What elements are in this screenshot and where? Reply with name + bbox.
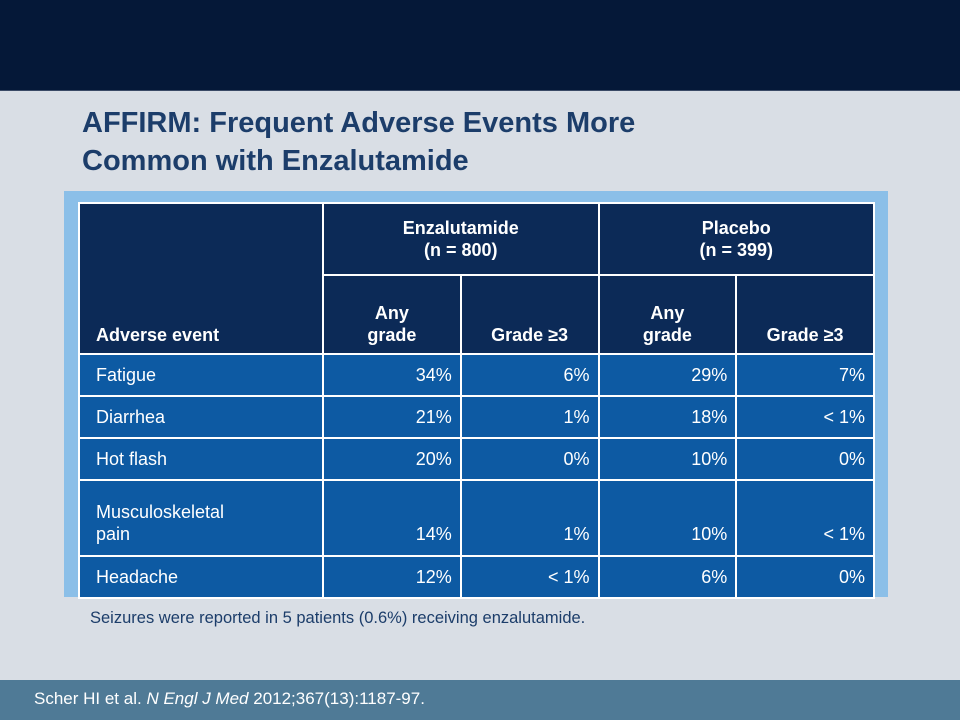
table-row: Diarrhea 21% 1% 18% < 1% xyxy=(78,395,875,439)
value-cell: 14% xyxy=(322,479,462,557)
value-cell: < 1% xyxy=(735,395,875,439)
subheader-line-2: Grade ≥3 xyxy=(766,325,844,345)
event-name-cell: Hot flash xyxy=(78,437,324,481)
footer-bar: Scher HI et al. N Engl J Med 2012;367(13… xyxy=(0,680,960,720)
group-header-enzalutamide: Enzalutamide (n = 800) xyxy=(322,202,600,276)
value-cell: 1% xyxy=(459,395,600,439)
subheader-line-2: Grade ≥3 xyxy=(491,325,569,345)
value-cell: 12% xyxy=(322,555,462,599)
event-name-cell: Musculoskeletal pain xyxy=(78,479,324,557)
subheader-line-1: Any xyxy=(650,303,685,323)
table-frame: Adverse event Enzalutamide (n = 800) Pla… xyxy=(64,191,888,599)
value-cell: 18% xyxy=(597,395,738,439)
group-name: Placebo xyxy=(701,218,771,238)
group-name: Enzalutamide xyxy=(402,218,519,238)
event-name-cell: Fatigue xyxy=(78,353,324,397)
adverse-events-table: Adverse event Enzalutamide (n = 800) Pla… xyxy=(78,202,875,599)
title-line-1: AFFIRM: Frequent Adverse Events More xyxy=(82,107,636,139)
subheader-placebo-grade3: Grade ≥3 xyxy=(735,274,875,355)
header-bar xyxy=(0,0,960,91)
group-n: (n = 800) xyxy=(423,240,498,260)
group-header-placebo: Placebo (n = 399) xyxy=(597,202,875,276)
citation-journal: N Engl J Med xyxy=(146,689,249,708)
value-cell: < 1% xyxy=(735,479,875,557)
adverse-event-header: Adverse event xyxy=(78,202,324,355)
group-n: (n = 399) xyxy=(699,240,774,260)
value-cell: 21% xyxy=(322,395,462,439)
citation-details: 2012;367(13):1187-97. xyxy=(253,689,425,708)
subheader-line-1: Any xyxy=(374,303,409,323)
value-cell: 10% xyxy=(597,437,738,481)
table-row: Fatigue 34% 6% 29% 7% xyxy=(78,353,875,397)
citation-authors: Scher HI et al. xyxy=(34,689,142,708)
event-name-line-1: Musculoskeletal xyxy=(96,502,225,522)
value-cell: 34% xyxy=(322,353,462,397)
value-cell: 10% xyxy=(597,479,738,557)
table-row: Hot flash 20% 0% 10% 0% xyxy=(78,437,875,481)
value-cell: 1% xyxy=(459,479,600,557)
value-cell: 0% xyxy=(459,437,600,481)
table-row: Headache 12% < 1% 6% 0% xyxy=(78,555,875,599)
event-name-cell: Diarrhea xyxy=(78,395,324,439)
table-row: Musculoskeletal pain 14% 1% 10% < 1% xyxy=(78,479,875,557)
title-line-2: Common with Enzalutamide xyxy=(82,145,469,177)
value-cell: 7% xyxy=(735,353,875,397)
event-name-line-2: pain xyxy=(96,524,131,544)
subheader-line-2: grade xyxy=(642,325,692,345)
subheader-enza-grade3: Grade ≥3 xyxy=(459,274,600,355)
subheader-placebo-any-grade: Any grade xyxy=(597,274,738,355)
citation: Scher HI et al. N Engl J Med 2012;367(13… xyxy=(34,689,425,709)
value-cell: 6% xyxy=(597,555,738,599)
value-cell: 6% xyxy=(459,353,600,397)
subheader-enza-any-grade: Any grade xyxy=(322,274,462,355)
footnote: Seizures were reported in 5 patients (0.… xyxy=(90,609,586,627)
value-cell: 0% xyxy=(735,555,875,599)
event-name-cell: Headache xyxy=(78,555,324,599)
value-cell: 0% xyxy=(735,437,875,481)
subheader-line-2: grade xyxy=(367,325,417,345)
value-cell: 29% xyxy=(597,353,738,397)
value-cell: 20% xyxy=(322,437,462,481)
value-cell: < 1% xyxy=(459,555,600,599)
slide-title: AFFIRM: Frequent Adverse Events More Com… xyxy=(82,104,882,180)
